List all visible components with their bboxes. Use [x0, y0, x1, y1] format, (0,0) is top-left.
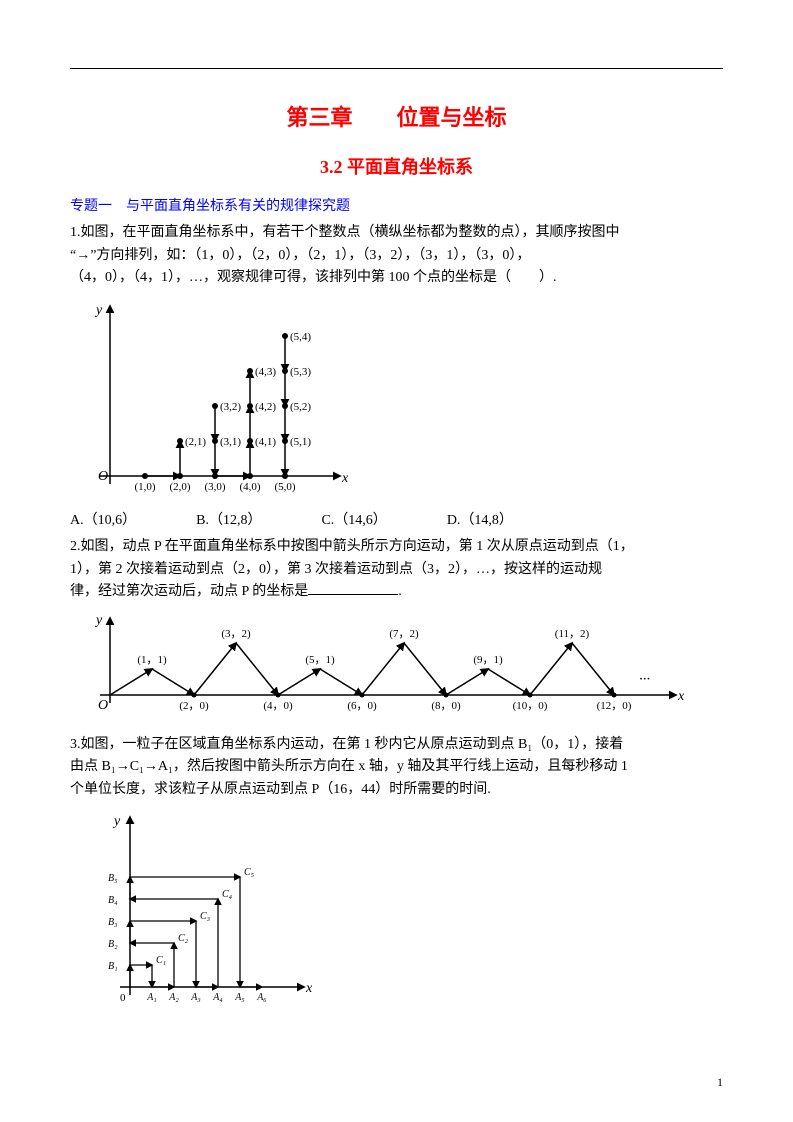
svg-text:(2,1): (2,1) — [185, 436, 206, 448]
svg-text:A₁: A₁ — [146, 992, 157, 1003]
svg-text:A₃: A₃ — [190, 992, 201, 1003]
figure-1: Ox y (1,0) (2,0) (3,0) (4,0) (5,0) (2,1) (3,1) (3… — [80, 296, 723, 504]
svg-text:(3,1): (3,1) — [220, 436, 241, 448]
q1-option-c: C.（14,6） — [321, 510, 386, 532]
svg-text:C₅: C₅ — [244, 867, 255, 878]
q1-option-b: B.（12,8） — [196, 510, 261, 532]
svg-text:C₂: C₂ — [178, 933, 189, 944]
svg-text:A₅: A₅ — [234, 992, 245, 1003]
svg-text:(1,0): (1,0) — [134, 481, 155, 493]
svg-text:O: O — [98, 698, 108, 713]
q3-line2: 由点 B₁→C₁→A₁，然后按图中箭头所示方向在 x 轴，y 轴及其平行线上运动… — [70, 756, 723, 778]
svg-text:C₄: C₄ — [222, 889, 233, 900]
q1-option-a: A.（10,6） — [70, 510, 136, 532]
svg-text:y: y — [94, 613, 103, 628]
svg-text:(3,2): (3,2) — [220, 401, 241, 413]
chapter-title: 第三章 位置与坐标 — [70, 100, 723, 135]
svg-text:(5,1): (5,1) — [290, 436, 311, 448]
svg-text:(5,0): (5,0) — [274, 481, 295, 493]
svg-text:(7，2): (7，2) — [389, 628, 419, 640]
svg-text:C₃: C₃ — [200, 911, 211, 922]
topic-title: 专题一 与平面直角坐标系有关的规律探究题 — [70, 196, 723, 218]
svg-text:A₄: A₄ — [212, 992, 223, 1003]
svg-text:(5,4): (5,4) — [290, 331, 311, 343]
svg-text:(1，1): (1，1) — [137, 654, 167, 666]
q2-line1: 2.如图，动点 P 在平面直角坐标系中按图中箭头所示方向运动，第 1 次从原点运… — [70, 536, 723, 558]
section-title: 3.2 平面直角坐标系 — [70, 153, 723, 182]
svg-text:(5,3): (5,3) — [290, 366, 311, 378]
svg-text:x: x — [677, 689, 685, 704]
svg-text:(4，0): (4，0) — [263, 700, 293, 712]
svg-text:y: y — [112, 814, 121, 829]
svg-text:(8，0): (8，0) — [431, 700, 461, 712]
svg-text:(5,2): (5,2) — [290, 401, 311, 413]
svg-text:(3,0): (3,0) — [204, 481, 225, 493]
q1-line2: “→”方向排列，如：（1，0），（2，0），（2，1），（3，2），（3，1），… — [70, 245, 723, 267]
q1-line3: （4，0），（4，1），…，观察规律可得，该排列中第 100 个点的坐标是（ ）… — [70, 267, 723, 289]
svg-text:A₂: A₂ — [168, 992, 179, 1003]
svg-text:B₃: B₃ — [108, 917, 118, 928]
svg-text:B₅: B₅ — [108, 873, 118, 884]
figure-3: 0 x y B₁ B₂ B₃ B₄ B₅ C₁ C₂ C₃ C₄ C₅ A₁ A₂ A₃ A₄ A₅ A₆ — [80, 807, 723, 1025]
svg-text:(2，0): (2，0) — [179, 700, 209, 712]
page-number: 1 — [717, 1073, 723, 1092]
svg-text:(4,2): (4,2) — [255, 401, 276, 413]
svg-text:B₁: B₁ — [108, 961, 118, 972]
svg-text:B₄: B₄ — [108, 895, 118, 906]
q2-line3: 律，经过第次运动后，动点 P 的坐标是. — [70, 581, 723, 603]
svg-text:C₁: C₁ — [156, 955, 166, 966]
q1-options: A.（10,6） B.（12,8） C.（14,6） D.（14,8） — [70, 510, 723, 532]
svg-text:0: 0 — [120, 992, 126, 1004]
svg-text:B₂: B₂ — [108, 939, 118, 950]
svg-text:x: x — [305, 981, 313, 996]
q3-line1: 3.如图，一粒子在区域直角坐标系内运动，在第 1 秒内它从原点运动到点 B₁（0… — [70, 734, 723, 756]
svg-text:(11，2): (11，2) — [555, 628, 590, 640]
svg-text:…: … — [639, 670, 650, 682]
svg-text:A₆: A₆ — [256, 992, 267, 1003]
svg-text:(4,0): (4,0) — [239, 481, 260, 493]
svg-text:(2,0): (2,0) — [169, 481, 190, 493]
svg-text:(9，1): (9，1) — [473, 654, 503, 666]
q2-line2: 1），第 2 次接着运动到点（2，0），第 3 次接着运动到点（3，2），…，按… — [70, 559, 723, 581]
svg-text:O: O — [98, 469, 108, 484]
svg-text:(6，0): (6，0) — [347, 700, 377, 712]
svg-text:y: y — [94, 303, 103, 318]
svg-text:(10，0): (10，0) — [513, 700, 548, 712]
figure-2: Ox y (2，0) (4，0) (6，0) (8，0) (10，0) (12，0) (1，1)… — [80, 610, 723, 728]
svg-text:(4,3): (4,3) — [255, 366, 276, 378]
q1-option-d: D.（14,8） — [447, 510, 513, 532]
svg-text:x: x — [341, 471, 349, 486]
svg-text:(3，2): (3，2) — [221, 628, 251, 640]
q1-line1: 1.如图，在平面直角坐标系中，有若干个整数点（横纵坐标都为整数的点），其顺序按图… — [70, 222, 723, 244]
q3-line3: 个单位长度，求该粒子从原点运动到点 P（16，44）时所需要的时间. — [70, 779, 723, 801]
svg-text:(12，0): (12，0) — [597, 700, 632, 712]
svg-text:(5，1): (5，1) — [305, 654, 335, 666]
svg-text:(4,1): (4,1) — [255, 436, 276, 448]
